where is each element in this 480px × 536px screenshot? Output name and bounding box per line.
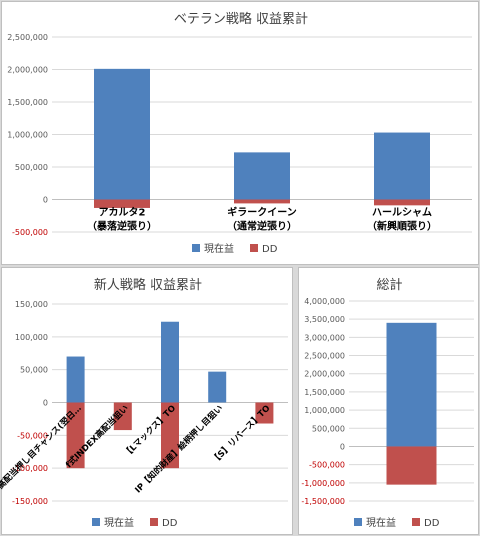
dd-bar xyxy=(255,402,274,424)
y-tick-label: 500,000 xyxy=(312,424,345,433)
y-tick-label: 100,000 xyxy=(15,333,48,342)
y-tick-label: -150,000 xyxy=(12,497,48,506)
category-label: （通常逆張り） xyxy=(227,220,297,233)
legend-label: 現在益 xyxy=(204,242,234,255)
current-profit-bar xyxy=(234,152,290,200)
legend-swatch xyxy=(150,518,158,526)
dd-bar xyxy=(66,402,85,469)
y-tick-label: 150,000 xyxy=(15,300,48,309)
dd-bar xyxy=(113,402,132,431)
legend-label: DD xyxy=(162,518,178,529)
legend-label: DD xyxy=(424,518,440,529)
legend-swatch xyxy=(250,244,258,252)
current-profit-bar xyxy=(374,132,430,200)
category-label: （暴落逆張り） xyxy=(87,220,157,233)
y-tick-label: -500,000 xyxy=(309,461,345,470)
y-tick-label: 50,000 xyxy=(20,366,48,375)
current-profit-bar xyxy=(386,322,437,447)
category-label: IP【知的財産】絵柄押し目狙い xyxy=(133,403,226,496)
current-profit-bar xyxy=(208,371,227,403)
dd-bar xyxy=(386,446,437,485)
y-tick-label: -1,000,000 xyxy=(301,479,345,488)
newcomer-chart: 新人戦略 収益累計 -150,000 -100,000 -50,000 0 50,000 1… xyxy=(0,277,288,529)
y-tick-label: -50,000 xyxy=(17,431,48,440)
total-chart: 総計 -1,500,000 -1,000,000 -500,000 0 500,000 1,… xyxy=(301,277,474,529)
y-tick-label: 1,000,000 xyxy=(7,131,48,140)
y-tick-label: 3,500,000 xyxy=(304,315,345,324)
total-chart-panel: 総計 -1,500,000 -1,000,000 -500,000 0 500,000 1,… xyxy=(298,267,479,535)
y-tick-label: 3,000,000 xyxy=(304,333,345,342)
y-tick-label: -1,500,000 xyxy=(301,497,345,506)
current-profit-bar xyxy=(66,356,85,403)
y-tick-label: 2,000,000 xyxy=(304,370,345,379)
legend-swatch xyxy=(92,518,100,526)
legend-swatch xyxy=(412,518,420,526)
category-label: ハールシャム xyxy=(372,207,432,219)
legend-label: 現在益 xyxy=(104,516,134,529)
y-tick-label: 0 xyxy=(43,399,48,408)
y-tick-label: 0 xyxy=(43,196,48,205)
y-tick-label: 2,500,000 xyxy=(7,33,48,42)
dd-bar xyxy=(161,402,179,469)
dd-bar xyxy=(234,199,290,204)
veteran-chart-panel: ベテラン戦略 収益累計 -500,000 0 500,000 1,000,000 1,50… xyxy=(1,1,479,265)
chart-title: 総計 xyxy=(376,277,402,293)
newcomer-chart-panel: 新人戦略 収益累計 -150,000 -100,000 -50,000 0 50,000 1… xyxy=(0,267,293,535)
chart-title: ベテラン戦略 収益累計 xyxy=(174,11,308,27)
current-profit-bar xyxy=(94,68,150,200)
legend-label: DD xyxy=(262,244,278,255)
dd-bar xyxy=(374,199,430,206)
y-tick-label: 500,000 xyxy=(15,163,48,172)
dd-bar xyxy=(94,199,150,208)
legend-swatch xyxy=(192,244,200,252)
chart-title: 新人戦略 収益累計 xyxy=(94,277,202,293)
category-label: （新興順張り） xyxy=(367,220,437,233)
legend-label: 現在益 xyxy=(366,516,396,529)
y-tick-label: 4,000,000 xyxy=(304,297,345,306)
y-tick-label: 2,000,000 xyxy=(7,66,48,75)
y-tick-label: -100,000 xyxy=(12,464,48,473)
y-tick-label: 2,500,000 xyxy=(304,352,345,361)
current-profit-bar xyxy=(161,321,179,403)
y-tick-label: -500,000 xyxy=(12,228,48,237)
category-label: ギラークイーン xyxy=(227,206,297,219)
y-tick-label: 1,500,000 xyxy=(304,388,345,397)
category-label: アカルタ2 xyxy=(99,207,146,219)
y-tick-label: 0 xyxy=(340,442,345,451)
y-tick-label: 1,000,000 xyxy=(304,406,345,415)
legend-swatch xyxy=(354,518,362,526)
y-tick-label: 1,500,000 xyxy=(7,98,48,107)
veteran-chart: ベテラン戦略 収益累計 -500,000 0 500,000 1,000,000 1,50… xyxy=(7,11,472,255)
